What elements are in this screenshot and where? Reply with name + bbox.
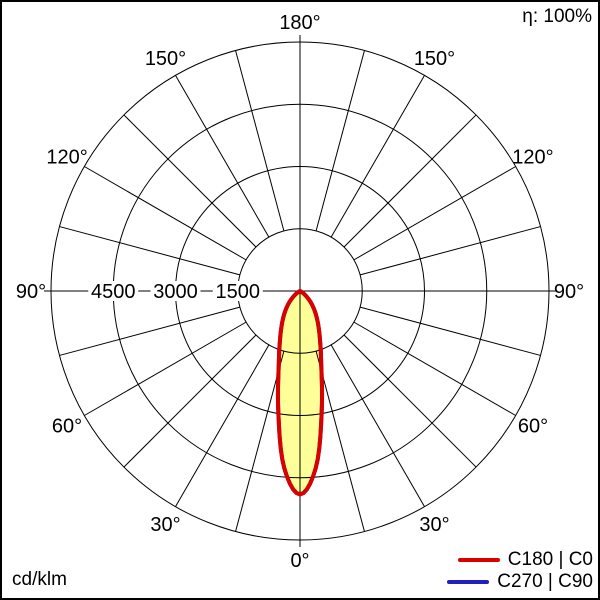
angle-label-150-left: 150°: [145, 48, 186, 70]
radial-axis-label: 1500: [216, 281, 261, 303]
angle-label-0: 0°: [290, 550, 309, 572]
intensity-curves: [275, 289, 325, 497]
grid-spoke: [315, 350, 365, 532]
grid-spoke: [330, 75, 425, 238]
intensity-curve-c180-c0: [275, 289, 325, 497]
radial-axis-labels: 1500 3000 4500: [88, 281, 263, 303]
radial-axis-label: 4500: [91, 281, 136, 303]
grid-spoke: [359, 226, 541, 276]
legend-item: C270 | C90: [447, 572, 593, 592]
grid-spoke: [59, 306, 241, 356]
angle-label-90-right: 90°: [554, 281, 584, 303]
legend-item: C180 | C0: [457, 549, 593, 570]
grid-spoke: [84, 166, 247, 261]
grid-spoke: [175, 344, 270, 507]
radial-label-backing: [212, 281, 263, 301]
grid-spoke: [84, 321, 247, 416]
angle-label-90-left: 90°: [16, 281, 46, 303]
legend-item-label: C180 | C0: [507, 549, 593, 570]
angle-label-150-right: 150°: [414, 48, 455, 70]
grid-spoke: [343, 334, 477, 468]
angle-labels: 0° 30° 30° 60° 60° 90° 90° 120° 120° 150° 150° 180°: [16, 12, 584, 572]
angle-label-30-right: 30°: [419, 514, 449, 536]
radial-axis-label: 3000: [153, 281, 198, 303]
angle-label-60-right: 60°: [518, 416, 548, 438]
grid-spoke: [123, 334, 257, 468]
grid-spoke: [235, 350, 285, 532]
grid-spoke: [343, 114, 477, 248]
angle-label-120-left: 120°: [46, 147, 87, 169]
grid-spoke: [359, 306, 541, 356]
unit-label: cd/klm: [12, 569, 67, 590]
grid-spoke: [235, 50, 285, 232]
angle-label-30-left: 30°: [150, 514, 180, 536]
grid-spoke: [59, 226, 241, 276]
polar-grid: [44, 35, 556, 547]
radial-label-backing: [150, 281, 201, 301]
grid-spoke: [353, 321, 516, 416]
efficiency-label: η: 100%: [522, 6, 592, 27]
grid-spoke: [353, 166, 516, 261]
grid-spoke: [123, 114, 257, 248]
grid-spoke: [175, 75, 270, 238]
legend-line-swatch: [447, 580, 490, 584]
legend-line-swatch: [457, 558, 500, 562]
legend-item-label: C270 | C90: [497, 571, 593, 592]
radial-label-backing: [88, 281, 139, 301]
grid-spoke: [330, 344, 425, 507]
angle-label-180: 180°: [279, 12, 320, 34]
angle-label-60-left: 60°: [52, 416, 82, 438]
legend: C180 | C0 C270 | C90: [447, 550, 593, 592]
angle-label-120-right: 120°: [512, 147, 553, 169]
grid-spoke: [315, 50, 365, 232]
